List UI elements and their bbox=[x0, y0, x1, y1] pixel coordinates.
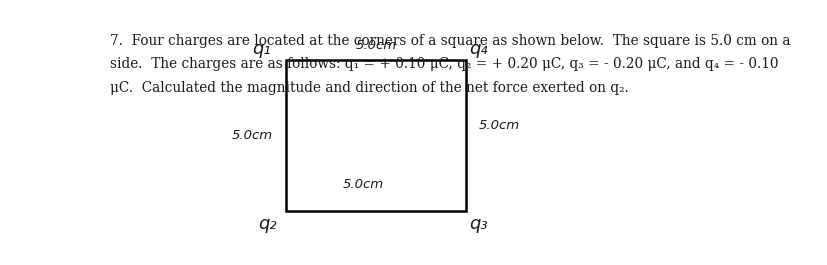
Text: 5.0cm: 5.0cm bbox=[342, 178, 384, 191]
Text: q₂: q₂ bbox=[258, 215, 276, 233]
Text: 7.  Four charges are located at the corners of a square as shown below.  The squ: 7. Four charges are located at the corne… bbox=[110, 34, 790, 48]
Text: 5.0cm: 5.0cm bbox=[356, 39, 396, 52]
Text: 5.0cm: 5.0cm bbox=[232, 129, 273, 142]
Text: q₃: q₃ bbox=[469, 215, 487, 233]
Text: q₁: q₁ bbox=[251, 40, 270, 58]
Text: μC.  Calculated the magnitude and direction of the net force exerted on q₂.: μC. Calculated the magnitude and directi… bbox=[110, 81, 628, 95]
Text: 5.0cm: 5.0cm bbox=[478, 119, 519, 132]
Bar bbox=[286, 60, 466, 211]
Text: side.  The charges are as follows: q₁ = + 0.10 μC, q₂ = + 0.20 μC, q₃ = - 0.20 μ: side. The charges are as follows: q₁ = +… bbox=[110, 57, 777, 71]
Text: q₄: q₄ bbox=[469, 40, 487, 58]
